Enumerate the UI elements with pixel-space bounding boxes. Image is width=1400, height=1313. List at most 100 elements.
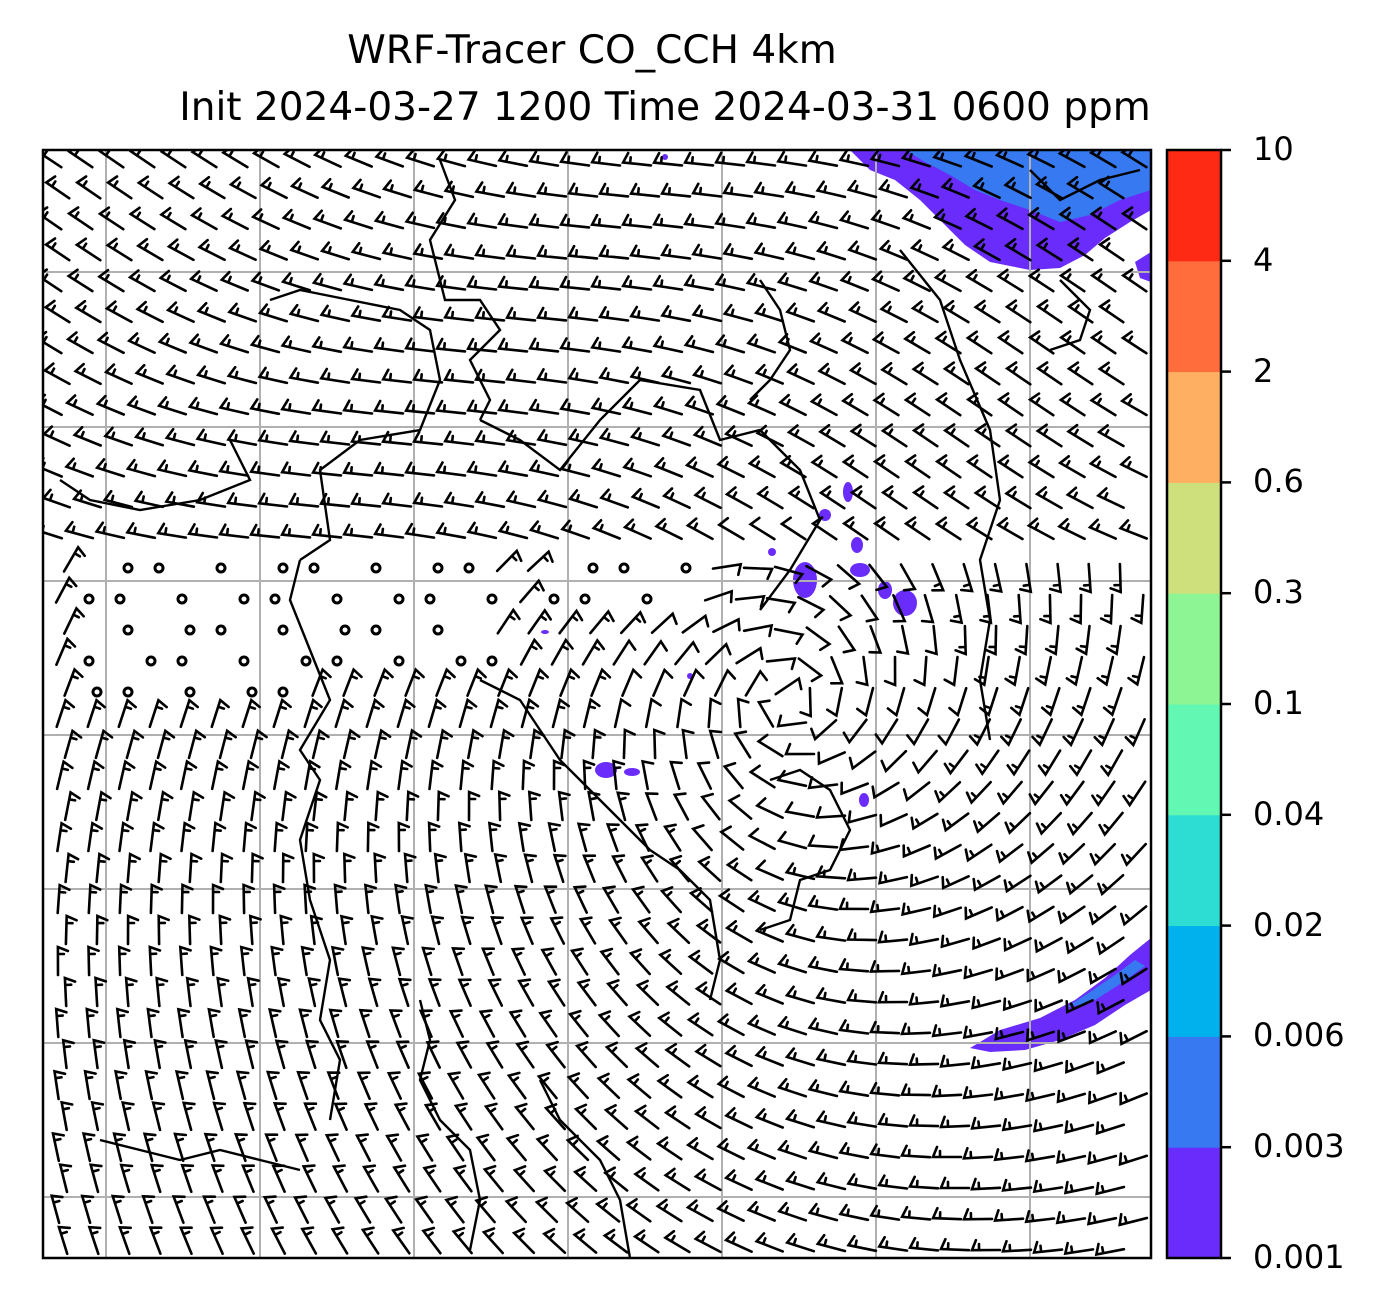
wind-barb [1066, 299, 1094, 324]
wind-barb [684, 456, 714, 478]
wind-barb [400, 914, 414, 946]
wind-barb [714, 273, 746, 292]
wind-barb [342, 210, 374, 230]
wind-barb [303, 697, 323, 729]
wind-barb [869, 1204, 901, 1221]
wind-barb [901, 902, 932, 917]
wind-barb [765, 597, 797, 614]
wind-barb [972, 936, 1001, 951]
wind-barb [964, 207, 993, 231]
wind-barb [1034, 176, 1063, 200]
wind-barb [716, 1137, 745, 1161]
wind-barb [280, 335, 312, 354]
wind-barb [607, 916, 628, 945]
wind-barb [534, 1196, 559, 1224]
wind-barb [125, 458, 157, 478]
wind-barb [350, 368, 382, 384]
wind-barb [504, 1196, 527, 1224]
wind-barb [906, 718, 930, 747]
wind-barb [776, 714, 808, 728]
wind-barb [846, 1173, 878, 1190]
wind-barb [296, 1070, 311, 1101]
wind-barb [135, 237, 164, 262]
wind-barb [746, 333, 777, 354]
calm-circle [153, 562, 165, 574]
wind-barb [847, 810, 878, 825]
wind-barb [218, 460, 250, 477]
wind-barb [877, 179, 909, 199]
wind-barb [590, 213, 622, 229]
wind-barb [460, 915, 475, 946]
wind-barb [1004, 361, 1032, 386]
calm-circle [122, 686, 134, 698]
wind-barb [652, 396, 684, 416]
wind-barb [466, 521, 498, 540]
wind-barb [273, 759, 290, 791]
wind-barb [156, 459, 188, 478]
wind-barb [64, 914, 78, 946]
wind-barb [962, 1025, 994, 1040]
wind-barb [605, 823, 620, 853]
wind-barb [497, 399, 529, 415]
wind-barb [218, 914, 232, 946]
wind-barb [784, 181, 816, 199]
wind-barb [815, 987, 847, 1004]
wind-barb [810, 719, 838, 742]
wind-barb [816, 301, 846, 323]
wind-barb [841, 516, 869, 541]
wind-barb [746, 1076, 776, 1098]
wind-barb [1032, 1240, 1064, 1254]
wind-barb [481, 1227, 504, 1255]
wind-barb [970, 1238, 1002, 1252]
wind-barb [64, 457, 95, 478]
wind-barb [550, 637, 574, 666]
wind-barb [848, 750, 877, 771]
wind-barb [993, 1087, 1025, 1101]
wind-barb [1002, 1057, 1033, 1072]
wind-barb [342, 523, 374, 539]
wind-barb [807, 211, 839, 230]
wind-barb [179, 697, 199, 729]
wind-barb [892, 594, 907, 623]
wind-barb [842, 718, 868, 745]
wind-barb [901, 209, 931, 230]
wind-barb [920, 593, 935, 624]
wind-barb [655, 1136, 683, 1161]
wind-barb [281, 208, 311, 230]
wind-barb [652, 335, 684, 354]
wind-barb [931, 1145, 963, 1159]
wind-barb [505, 429, 537, 446]
calm-circle [145, 655, 157, 667]
wind-barb [248, 914, 262, 946]
wind-barb [807, 1141, 839, 1160]
calm-circle [269, 593, 281, 605]
wind-barb [656, 1073, 683, 1099]
wind-barb [838, 1080, 870, 1097]
wind-barb [964, 843, 993, 863]
wind-barb [754, 1232, 784, 1253]
wind-barb [312, 209, 343, 230]
wind-barb [672, 792, 690, 821]
wind-barb [663, 1105, 691, 1130]
wind-barb [430, 915, 445, 946]
wind-barb [1089, 206, 1117, 231]
calm-circle [308, 562, 320, 574]
wind-barb [754, 363, 784, 385]
wind-barb [745, 273, 777, 292]
calm-circle [331, 593, 343, 605]
wind-barb [1096, 998, 1125, 1016]
wind-barb [427, 821, 441, 853]
wind-barb [312, 852, 326, 884]
wind-barb [74, 175, 102, 200]
wind-barb [868, 625, 883, 654]
wind-barb [1086, 1212, 1118, 1226]
wind-barb [700, 792, 721, 821]
wind-barb [218, 728, 237, 760]
wind-barb [474, 368, 506, 384]
wind-barb [1034, 655, 1053, 687]
wind-barb [459, 759, 475, 791]
wind-barb [212, 1101, 227, 1132]
wind-barb [55, 759, 74, 791]
wind-barb [622, 457, 653, 478]
wind-barb [634, 823, 650, 852]
